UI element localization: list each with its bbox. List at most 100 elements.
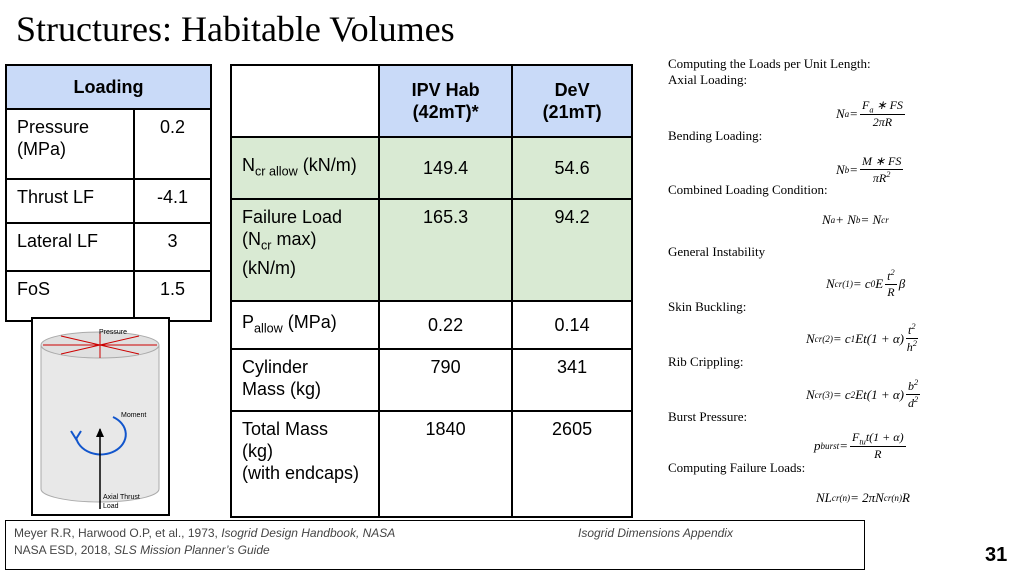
ref: NASA ESD, 2018, (14, 543, 115, 557)
footer: Meyer R.R, Harwood O.P, et al., 1973, Is… (5, 520, 865, 570)
column-header: IPV Hab (411, 80, 480, 100)
text: (kN/m) (242, 257, 296, 278)
fraction-part: h2 (907, 339, 917, 355)
text: N (836, 162, 845, 177)
text: t (887, 269, 891, 283)
fraction-part: Ftut(1 + α) (849, 430, 906, 448)
pressure-arrows (43, 332, 157, 358)
ref: Isogrid Dimensions Appendix (578, 526, 733, 540)
text: ∗ FS (873, 98, 903, 112)
label: Total Mass (242, 418, 368, 440)
text: N (826, 276, 835, 291)
text: (MPa) (282, 311, 337, 332)
superscript: 2 (890, 268, 895, 277)
text: = 2πN (850, 490, 884, 505)
text: = c (852, 276, 871, 291)
fraction-part: R (887, 285, 894, 300)
text: R (874, 447, 882, 462)
text: NL (816, 490, 832, 505)
ref: SLS Mission Planner’s Guide (114, 543, 270, 557)
heading: Rib Crippling: (668, 354, 744, 369)
text: = c (832, 386, 851, 402)
moment-arrow (75, 416, 127, 456)
value-cell: 1840 (377, 410, 514, 518)
row: Loading (5, 64, 212, 110)
heading: Computing the Loads per Unit Length: (668, 56, 871, 71)
value-cell: 0.2 (133, 108, 212, 180)
value-cell: 341 (511, 348, 633, 412)
heading: General Instability (668, 244, 766, 259)
formula: p burst = Ftut(1 + α) R (814, 430, 908, 462)
text: P (242, 311, 255, 332)
label-cell: Lateral LF (5, 222, 135, 272)
text: + N (835, 212, 856, 227)
fraction-part: R (874, 447, 881, 462)
label: (with endcaps) (242, 462, 368, 484)
text: Cylinder (242, 357, 309, 377)
label: Thrust LF (17, 187, 95, 207)
subscript: cr (261, 238, 272, 253)
row: IPV Hab (42mT)* DeV (21mT) (230, 64, 633, 138)
row: Cylinder Mass (kg) 790 341 (230, 348, 633, 412)
label: Moment (121, 412, 146, 419)
loading-table: Loading Pressure (MPa) 0.2 Thrust LF -4.1 Late… (5, 64, 212, 322)
value-cell: 2605 (511, 410, 633, 518)
value-cell: 0.14 (511, 300, 633, 350)
row: Total Mass (kg) (with endcaps) 1840 2605 (230, 410, 633, 518)
value-cell: 149.4 (377, 136, 514, 200)
subscript: cr(n) (883, 493, 902, 503)
value-cell: 0.22 (377, 300, 514, 350)
text: = N (860, 212, 882, 227)
row: Ncr allow (kN/m) 149.4 54.6 (230, 136, 633, 200)
thrust-head (96, 428, 104, 437)
label: Axial Thrust (103, 494, 140, 501)
ref: Meyer R.R, Harwood O.P, et al., 1973, (14, 526, 222, 540)
text: R (902, 490, 910, 505)
label: Cylinder (242, 356, 368, 378)
value-cell: -4.1 (133, 178, 212, 224)
value-cell: 165.3 (377, 198, 514, 302)
label-cell: Thrust LF (5, 178, 135, 224)
text: πR (872, 171, 887, 185)
label-cell: Ncr allow (kN/m) (230, 136, 380, 200)
text: p (814, 438, 821, 454)
text: t(1 + α) (865, 430, 904, 444)
subscript: 2 (850, 389, 856, 400)
heading: Bending Loading: (668, 128, 763, 143)
heading: Combined Loading Condition: (668, 182, 828, 197)
label: FoS (17, 279, 51, 299)
text: M ∗ FS (862, 154, 902, 168)
fraction-part: πR2 (873, 170, 891, 186)
text: N (822, 212, 831, 227)
subscript: cr (881, 215, 889, 225)
superscript: 2 (914, 378, 919, 387)
subscript: cr allow (255, 164, 298, 179)
text: h (906, 340, 913, 354)
column-header: DeV (554, 80, 590, 100)
subscript: a (830, 215, 836, 225)
value-cell: 790 (377, 348, 514, 412)
subscript: cr(1) (834, 279, 853, 289)
row: Thrust LF -4.1 (5, 178, 212, 224)
fraction: t2 h2 (906, 322, 918, 355)
text: (kg) (242, 441, 273, 461)
value-cell: 1.5 (133, 270, 212, 322)
label-cell: Pallow (MPa) (230, 300, 380, 350)
header-cell: Loading (5, 64, 212, 110)
row: Pallow (MPa) 0.22 0.14 (230, 300, 633, 350)
row: Pressure (MPa) 0.2 (5, 108, 212, 180)
label-cell: FoS (5, 270, 135, 322)
subscript: b (855, 215, 861, 225)
text: N (806, 330, 815, 346)
fraction-part: M ∗ FS (860, 154, 904, 170)
heading: Axial Loading: (668, 72, 748, 87)
text: d (908, 396, 915, 410)
label: Pressure (99, 329, 127, 336)
label-cell: Failure Load (Ncr max) (kN/m) (230, 198, 380, 302)
subscript: cr(n) (831, 493, 851, 503)
header-cell: IPV Hab (42mT)* (377, 64, 514, 138)
label: (MPa) (17, 139, 66, 159)
text: (kN/m) (297, 154, 357, 175)
